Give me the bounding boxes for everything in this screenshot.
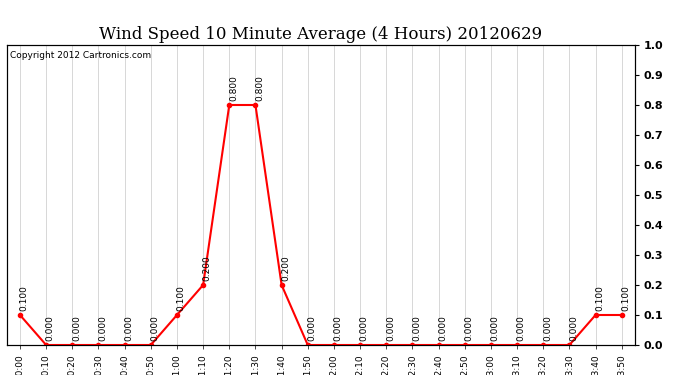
Text: 0.000: 0.000 <box>359 315 368 341</box>
Text: 0.100: 0.100 <box>177 285 186 311</box>
Text: 0.800: 0.800 <box>229 75 238 101</box>
Text: 0.000: 0.000 <box>72 315 81 341</box>
Text: 0.100: 0.100 <box>622 285 631 311</box>
Text: 0.000: 0.000 <box>569 315 578 341</box>
Text: 0.200: 0.200 <box>203 255 212 281</box>
Title: Wind Speed 10 Minute Average (4 Hours) 20120629: Wind Speed 10 Minute Average (4 Hours) 2… <box>99 27 542 44</box>
Text: 0.800: 0.800 <box>255 75 264 101</box>
Text: 0.000: 0.000 <box>517 315 526 341</box>
Text: 0.100: 0.100 <box>595 285 604 311</box>
Text: 0.000: 0.000 <box>150 315 159 341</box>
Text: 0.000: 0.000 <box>308 315 317 341</box>
Text: 0.200: 0.200 <box>282 255 290 281</box>
Text: 0.000: 0.000 <box>386 315 395 341</box>
Text: 0.000: 0.000 <box>464 315 473 341</box>
Text: Copyright 2012 Cartronics.com: Copyright 2012 Cartronics.com <box>10 51 151 60</box>
Text: 0.000: 0.000 <box>438 315 447 341</box>
Text: 0.000: 0.000 <box>412 315 421 341</box>
Text: 0.000: 0.000 <box>333 315 343 341</box>
Text: 0.000: 0.000 <box>124 315 133 341</box>
Text: 0.000: 0.000 <box>491 315 500 341</box>
Text: 0.000: 0.000 <box>98 315 107 341</box>
Text: 0.000: 0.000 <box>46 315 55 341</box>
Text: 0.000: 0.000 <box>543 315 552 341</box>
Text: 0.100: 0.100 <box>19 285 29 311</box>
